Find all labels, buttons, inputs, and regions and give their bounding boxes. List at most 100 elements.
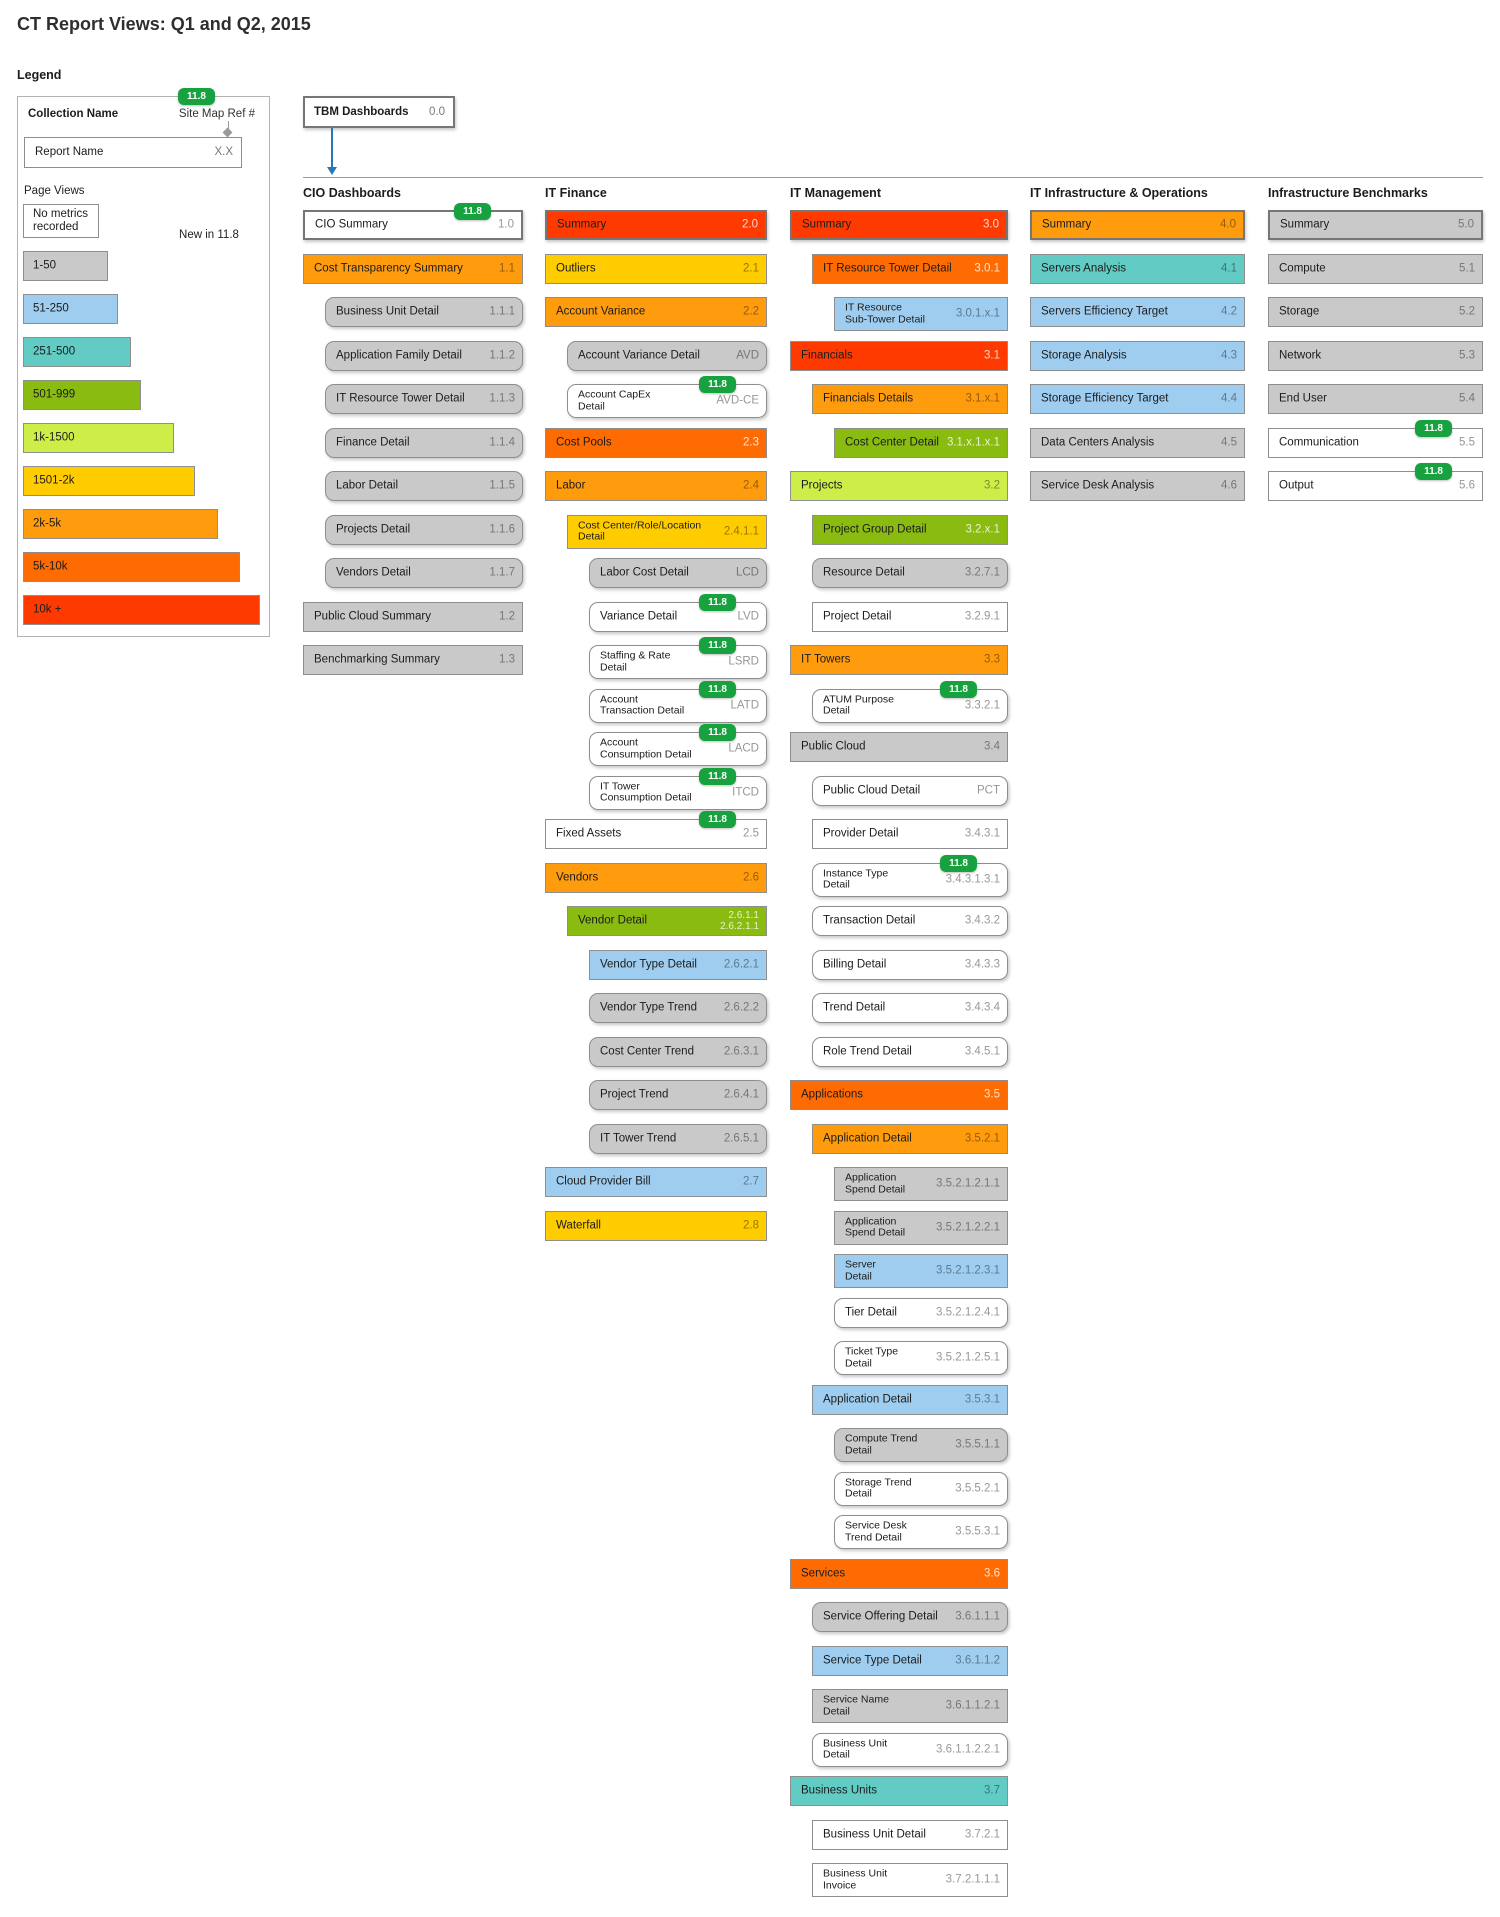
report-box-ref: 3.1.x.1 [965,392,1000,405]
report-box: Fixed Assets 2.5 11.8 [545,811,767,849]
report-box: Ticket Type Detail 3.5.2.1.2.5.1 [834,1341,1008,1375]
report-box: Cost Center Detail 3.1.x.1.x.1 [834,427,1008,458]
legend-swatch-label: 501-999 [33,388,76,401]
report-box-ref: 3.6.1.1.1 [955,1610,1000,1623]
report-box-label: Output [1279,479,1314,492]
report-box-label: Variance Detail [600,610,678,623]
report-box-label: Fixed Assets [556,827,622,840]
report-box-label: Provider Detail [823,827,899,840]
report-box: Vendor Type Detail 2.6.2.1 [589,949,767,980]
report-box-ref: 3.4.3.1 [964,827,1000,840]
report-box-ref: 2.6.4.1 [723,1088,759,1101]
report-box-label: Finance Detail [336,436,410,449]
report-box-ref: 3.5 [984,1088,1000,1101]
column-header: IT Infrastructure & Operations [1030,186,1208,200]
report-box-ref: 2.6.3.1 [723,1045,759,1058]
report-box-label: IT Resource Sub-Tower Detail [845,301,925,325]
report-box: Cloud Provider Bill 2.7 [545,1167,767,1197]
report-box-label: Account Variance Detail [578,349,700,362]
report-box-ref: 3.2.9.1 [964,610,1000,623]
new-in-badge: 11.8 [1415,419,1452,437]
report-box: Business Units 3.7 [790,1776,1008,1806]
report-box-label: Trend Detail [823,1001,886,1014]
report-box: IT Tower Trend 2.6.5.1 [589,1123,767,1154]
legend-collection-label: Collection Name [28,108,119,120]
report-box-ref: 3.5.2.1.2.2.1 [936,1221,1000,1234]
report-box: Business Unit Invoice 3.7.2.1.1.1 [812,1863,1008,1897]
legend-swatch-label: No metrics recorded [33,207,88,233]
report-box: Financials Details 3.1.x.1 [812,384,1008,414]
report-box-label: Vendor Type Trend [600,1001,697,1014]
new-in-badge: 11.8 [699,593,736,611]
report-box: Business Unit Detail 1.1.1 [325,297,523,327]
report-box-label: Business Unit Detail [336,305,439,318]
legend-swatch: No metrics recorded [23,204,99,238]
report-box-label: Summary [557,218,607,231]
new-in-badge: 11.8 [699,637,736,654]
new-in-badge: 11.8 [699,680,736,698]
report-box: Labor Cost Detail LCD [589,558,767,588]
report-box: Application Family Detail 1.1.2 [325,340,523,371]
report-box-ref: 2.7 [743,1175,759,1188]
report-box-label: Cost Center Detail [845,436,939,449]
report-box: Role Trend Detail 3.4.5.1 [812,1036,1008,1067]
report-box: Summary 5.0 [1268,210,1483,240]
report-box: CIO Summary 1.0 11.8 [303,203,523,240]
report-box: Public Cloud Summary 1.2 [303,601,523,632]
report-box-ref: 3.7.2.1.1.1 [945,1873,1000,1886]
report-box-ref: 2.3 [743,436,759,449]
diamond-icon [222,127,233,138]
legend-swatch-label: 51-250 [33,302,69,315]
column-header: IT Finance [545,186,607,200]
report-box-label: Services [801,1567,846,1580]
report-box: Network 5.3 [1268,340,1483,371]
legend-page-views-label: Page Views [24,185,85,197]
report-box: Vendor Detail 2.6.1.1 2.6.2.1.1 [567,906,767,936]
report-box: Projects 3.2 [790,471,1008,501]
report-box-ref: 4.1 [1221,262,1237,275]
report-box-ref: 2.6 [743,871,759,884]
report-box: Applications 3.5 [790,1080,1008,1110]
report-box-ref: LACD [728,742,759,755]
report-box-ref: 2.5 [743,827,759,840]
report-box-ref: 2.6.1.1 2.6.2.1.1 [720,910,759,932]
report-box-label: Vendor Detail [578,914,648,927]
report-box: Cost Transparency Summary 1.1 [303,253,523,284]
report-box-label: IT Towers [801,653,851,666]
report-box: Application Detail 3.5.3.1 [812,1384,1008,1415]
root-box-label: TBM Dashboards [314,106,409,118]
report-box-ref: 2.4.1.1 [723,525,759,538]
report-box: Staffing & Rate Detail LSRD 11.8 [589,637,767,679]
report-box-label: Service Type Detail [823,1654,922,1667]
report-box-ref: 2.6.2.2 [723,1001,759,1014]
report-box-ref: 3.4.3.2 [964,914,1000,927]
report-box-ref: 3.4.5.1 [964,1045,1000,1058]
legend-swatch: 1501-2k [23,466,195,496]
report-box-ref: 5.5 [1459,436,1475,449]
legend-swatch-label: 251-500 [33,345,76,358]
report-box: IT Towers 3.3 [790,645,1008,675]
report-box-label: Application Spend Detail [845,1214,906,1239]
report-box-label: Communication [1279,436,1359,449]
report-box-ref: 5.6 [1459,479,1475,492]
report-box: Benchmarking Summary 1.3 [303,645,523,675]
report-box-ref: 4.4 [1221,392,1237,405]
column-header: CIO Dashboards [303,186,401,200]
report-box: Servers Efficiency Target 4.2 [1030,297,1245,327]
report-box-ref: 2.6.5.1 [723,1132,759,1145]
report-box-ref: 3.5.2.1.2.5.1 [936,1351,1000,1364]
new-in-badge: 11.8 [699,811,736,828]
new-in-badge: 11.8 [1415,463,1452,480]
report-box-label: Ticket Type Detail [845,1345,899,1369]
legend-sample-report-box: Report Name X.X [24,137,242,168]
report-box-ref: 1.1.2 [489,349,515,362]
report-box: Cost Center/Role/Location Detail 2.4.1.1 [567,514,767,549]
new-in-badge: 11.8 [940,680,977,698]
report-box: Trend Detail 3.4.3.4 [812,993,1008,1023]
report-box-label: Public Cloud Summary [314,610,431,623]
report-box-ref: 2.4 [743,479,759,492]
report-box: ATUM Purpose Detail 3.3.2.1 11.8 [812,680,1008,723]
report-box-label: Data Centers Analysis [1041,436,1155,449]
report-box-ref: 1.1.1 [489,305,515,318]
report-box-label: Projects Detail [336,523,411,536]
